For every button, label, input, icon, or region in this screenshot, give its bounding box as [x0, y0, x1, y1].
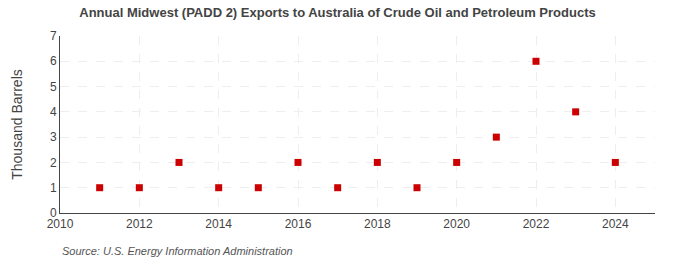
svg-text:1: 1: [50, 181, 57, 195]
svg-text:2016: 2016: [285, 217, 312, 231]
svg-text:7: 7: [50, 29, 57, 43]
svg-text:2012: 2012: [126, 217, 153, 231]
svg-text:2: 2: [50, 156, 57, 170]
svg-text:2018: 2018: [364, 217, 391, 231]
svg-text:5: 5: [50, 80, 57, 94]
svg-text:Annual Midwest (PADD 2) Export: Annual Midwest (PADD 2) Exports to Austr…: [79, 5, 595, 20]
svg-text:0: 0: [50, 206, 57, 220]
svg-text:6: 6: [50, 54, 57, 68]
svg-text:2022: 2022: [523, 217, 550, 231]
svg-text:2010: 2010: [47, 217, 74, 231]
svg-text:2024: 2024: [602, 217, 629, 231]
svg-text:2020: 2020: [443, 217, 470, 231]
svg-text:2014: 2014: [205, 217, 232, 231]
svg-text:3: 3: [50, 130, 57, 144]
svg-text:Thousand Barrels: Thousand Barrels: [9, 69, 25, 180]
svg-text:Source: U.S. Energy Informatio: Source: U.S. Energy Information Administ…: [62, 245, 293, 257]
svg-text:4: 4: [50, 105, 57, 119]
